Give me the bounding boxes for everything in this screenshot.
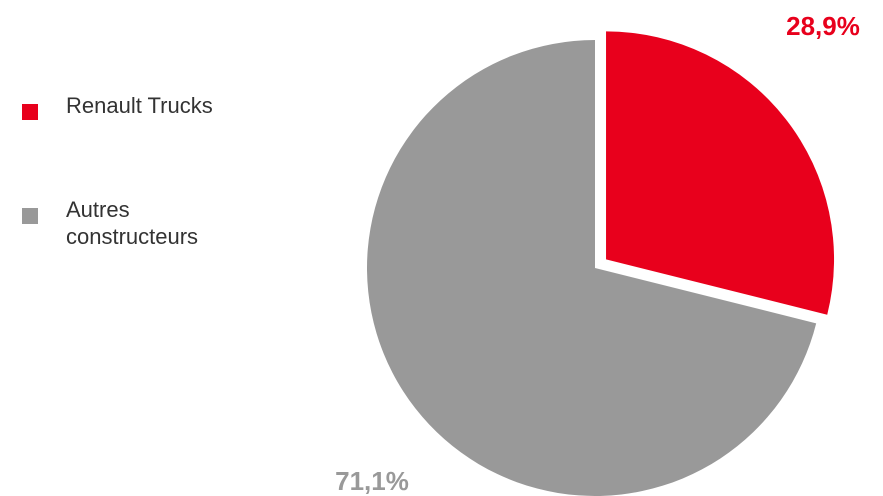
data-label-autres-constructeurs: 71,1% (335, 466, 409, 496)
legend-swatch-autres-constructeurs (22, 208, 38, 224)
pie-slice-autres-constructeurs (366, 40, 817, 496)
legend-label-autres-constructeurs: Autres constructeurs (66, 197, 199, 249)
data-label-renault-trucks: 28,9% (786, 11, 860, 41)
legend-label-renault-trucks: Renault Trucks (66, 93, 213, 118)
legend-swatch-renault-trucks (22, 104, 38, 120)
pie-slice-renault-trucks (606, 31, 835, 315)
